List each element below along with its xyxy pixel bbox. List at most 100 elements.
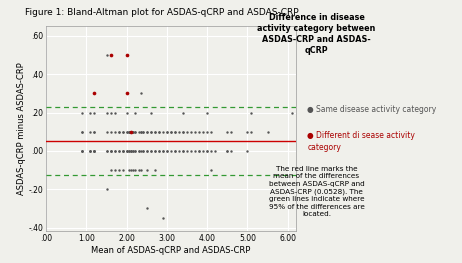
Point [179,149,187,153]
Point [103,110,110,115]
Point [171,149,179,153]
Text: Figure 1: Bland-Altman plot for ASDAS-qCRP and ASDAS-CRP: Figure 1: Bland-Altman plot for ASDAS-qC… [25,8,298,17]
Point [188,130,195,134]
Point [179,149,187,153]
Point [155,130,163,134]
Point [191,130,199,134]
Point [119,149,126,153]
Point [163,130,170,134]
Point [137,149,145,153]
Point [123,130,130,134]
Point [127,168,134,172]
Point [123,149,130,153]
Point [147,130,154,134]
Point [123,130,130,134]
Point [127,149,134,153]
Point [107,149,114,153]
Point [264,130,271,134]
Text: The red line marks the
mean of the differences
between ASDAS-qCRP and
ASDAS-CRP : The red line marks the mean of the diffe… [268,166,365,217]
Point [135,149,142,153]
Point [125,130,133,134]
Point [147,149,154,153]
Point [107,168,114,172]
Point [123,91,130,95]
Point [129,130,136,134]
Point [171,130,179,134]
Point [129,149,136,153]
Text: ● Different di sease activity
category: ● Different di sease activity category [307,132,415,151]
Point [207,149,215,153]
Point [125,130,133,134]
Point [143,206,151,211]
Point [131,168,139,172]
Point [123,53,130,57]
Point [111,130,118,134]
Point [159,130,167,134]
Point [119,149,126,153]
Point [79,130,86,134]
Point [127,130,134,134]
Point [228,149,235,153]
Point [203,149,211,153]
Point [91,149,98,153]
Point [131,149,139,153]
Point [179,130,187,134]
Point [107,110,114,115]
Point [183,130,191,134]
Point [248,130,255,134]
Point [151,149,158,153]
Point [243,149,251,153]
Point [107,149,114,153]
Point [131,149,139,153]
Point [139,130,146,134]
Point [87,149,94,153]
Point [87,149,94,153]
Point [107,53,114,57]
Point [125,149,133,153]
Point [143,168,151,172]
Point [147,110,154,115]
Point [91,130,98,134]
Point [159,216,167,220]
Point [155,149,163,153]
Point [179,110,187,115]
Point [195,149,203,153]
Point [171,149,179,153]
Point [103,187,110,191]
Point [139,149,146,153]
Point [163,130,170,134]
Point [103,130,110,134]
Point [125,149,133,153]
Text: Difference in disease
activity category between
ASDAS-CRP and ASDAS-
qCRP: Difference in disease activity category … [257,13,376,55]
Point [125,130,133,134]
Point [119,130,126,134]
Point [115,130,122,134]
Point [91,149,98,153]
X-axis label: Mean of ASDAS-qCRP and ASDAS-CRP: Mean of ASDAS-qCRP and ASDAS-CRP [91,246,250,255]
Point [127,149,134,153]
Point [200,130,207,134]
Point [129,149,136,153]
Point [151,130,158,134]
Point [137,130,145,134]
Point [188,149,195,153]
Point [248,110,255,115]
Point [200,149,207,153]
Point [91,110,98,115]
Point [159,149,167,153]
Point [123,53,130,57]
Point [103,53,110,57]
Point [115,130,122,134]
Point [143,149,151,153]
Point [119,130,126,134]
Point [212,149,219,153]
Point [167,130,175,134]
Point [103,149,110,153]
Point [135,149,142,153]
Y-axis label: ASDAS-qCRP minus ASDAS-CRP: ASDAS-qCRP minus ASDAS-CRP [17,63,26,195]
Point [91,130,98,134]
Point [139,130,146,134]
Point [127,149,134,153]
Point [167,130,175,134]
Point [151,130,158,134]
